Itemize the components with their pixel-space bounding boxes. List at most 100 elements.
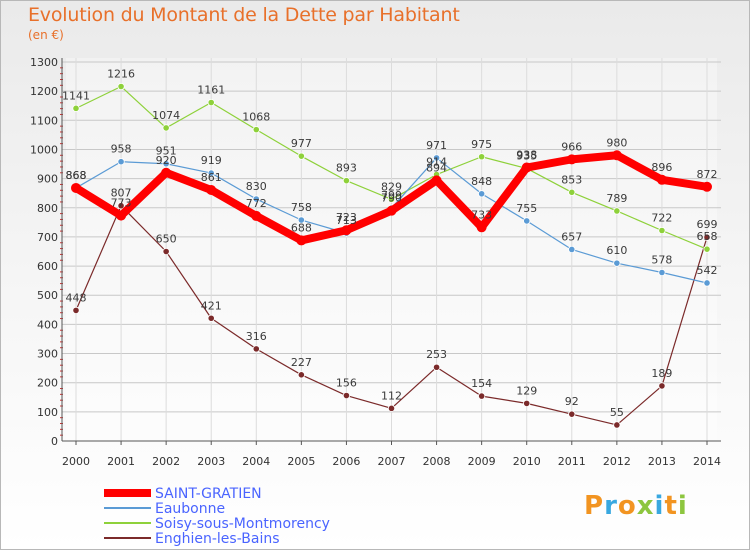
data-point <box>703 279 711 287</box>
data-point <box>523 399 531 407</box>
legend-label: Enghien-les-Bains <box>155 531 280 547</box>
data-label: 688 <box>291 221 312 234</box>
brand-letter: P <box>584 491 605 521</box>
y-tick-label: 200 <box>37 377 58 390</box>
brand-letter: i <box>677 491 688 521</box>
y-tick-label: 1100 <box>30 114 58 127</box>
x-tick-label: 2002 <box>152 455 180 468</box>
data-point <box>613 421 621 429</box>
x-tick-label: 2001 <box>107 455 135 468</box>
data-point <box>613 207 621 215</box>
y-tick-label: 800 <box>37 202 58 215</box>
data-label: 868 <box>66 169 87 182</box>
data-label: 829 <box>381 180 402 193</box>
data-label: 713 <box>336 214 357 227</box>
data-point <box>478 392 486 400</box>
data-point <box>703 245 711 253</box>
data-label: 772 <box>246 197 267 210</box>
y-tick-label: 1300 <box>30 56 58 69</box>
data-label: 853 <box>561 173 582 186</box>
y-tick-label: 300 <box>37 348 58 361</box>
data-point <box>341 225 352 236</box>
data-point <box>387 404 396 412</box>
data-point <box>116 210 127 221</box>
data-label: 966 <box>561 140 582 153</box>
x-tick-label: 2007 <box>378 455 406 468</box>
data-point <box>117 202 125 210</box>
data-label: 253 <box>426 348 447 361</box>
data-label: 733 <box>471 208 492 221</box>
data-point <box>297 371 305 379</box>
x-tick-label: 2009 <box>468 455 496 468</box>
chart-unit: (en €) <box>28 28 64 42</box>
data-point <box>703 233 711 241</box>
x-tick-label: 2006 <box>332 455 360 468</box>
y-tick-label: 0 <box>51 435 58 448</box>
data-point <box>342 391 351 400</box>
x-tick-label: 2003 <box>197 455 225 468</box>
data-labels: 868 773 920 861 772 688 723 790 894 733 938 966 980 8… <box>62 67 718 418</box>
x-tick-label: 2013 <box>648 455 676 468</box>
y-tick-label: 700 <box>37 231 58 244</box>
brand-letter: i <box>654 491 665 521</box>
data-label: 154 <box>471 377 492 390</box>
data-label: 610 <box>606 244 627 257</box>
data-label: 758 <box>291 201 312 214</box>
data-label: 421 <box>201 299 222 312</box>
data-point <box>568 410 576 418</box>
data-point <box>387 195 396 203</box>
y-tick-label: 1200 <box>30 85 58 98</box>
data-label: 830 <box>246 180 267 193</box>
data-label: 975 <box>471 138 492 151</box>
y-tick-label: 400 <box>37 318 58 331</box>
data-point <box>658 226 666 235</box>
data-label: 755 <box>516 202 537 215</box>
data-label: 1068 <box>242 111 270 124</box>
data-label: 951 <box>156 145 177 158</box>
brand-letter: x <box>636 491 655 521</box>
data-point <box>568 188 576 196</box>
data-label: 790 <box>381 192 402 205</box>
data-point <box>252 195 260 203</box>
data-point <box>207 169 215 177</box>
data-label: 723 <box>336 211 357 224</box>
data-point <box>162 160 170 168</box>
data-label: 848 <box>471 175 492 188</box>
data-point <box>478 190 486 198</box>
data-label: 658 <box>697 230 718 243</box>
data-label: 971 <box>426 139 447 152</box>
data-point <box>566 154 577 165</box>
data-label: 55 <box>610 406 624 419</box>
data-label: 894 <box>426 161 447 174</box>
data-point <box>161 167 172 178</box>
data-point <box>478 153 486 161</box>
legend: SAINT-GRATIENEaubonneSoisy-sous-Montmore… <box>104 486 330 547</box>
data-label: 650 <box>156 233 177 246</box>
data-point <box>207 314 215 322</box>
data-point <box>568 245 576 254</box>
data-point <box>386 205 397 216</box>
data-label: 914 <box>426 156 447 169</box>
legend-label: SAINT-GRATIEN <box>155 486 262 502</box>
data-point <box>613 259 621 267</box>
x-tick-label: 2011 <box>558 455 586 468</box>
data-label: 807 <box>111 187 132 200</box>
data-label: 958 <box>111 143 132 156</box>
data-point <box>523 217 531 225</box>
data-point <box>432 363 441 371</box>
data-point <box>658 268 666 277</box>
data-label: 920 <box>156 154 177 167</box>
x-tick-label: 2012 <box>603 455 631 468</box>
data-point <box>432 154 441 162</box>
data-label: 699 <box>697 218 718 231</box>
data-label: 977 <box>291 137 312 150</box>
data-point <box>297 216 305 224</box>
data-label: 861 <box>201 171 222 184</box>
data-point <box>702 181 712 192</box>
data-label: 448 <box>66 291 87 304</box>
data-label: 1074 <box>152 109 180 122</box>
data-point <box>296 235 307 246</box>
data-point <box>252 126 260 134</box>
data-point <box>72 104 80 112</box>
